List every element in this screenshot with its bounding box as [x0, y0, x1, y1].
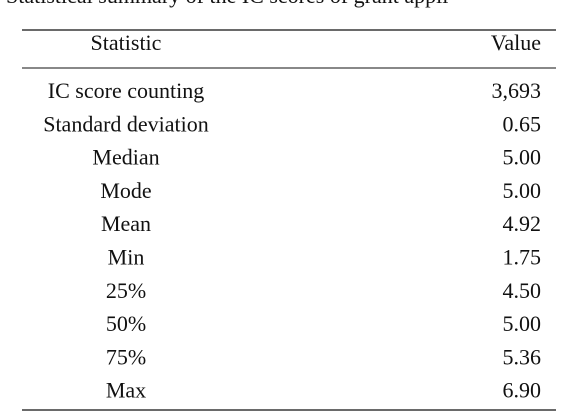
header-cell: Value: [491, 30, 541, 55]
value-cell: 6.90: [503, 378, 542, 403]
value-cell: 3,693: [492, 78, 542, 103]
value-cell: 5.00: [503, 178, 542, 203]
value-cell: 5.00: [503, 145, 542, 170]
value-cell: 5.36: [503, 344, 542, 369]
statistic-cell: 75%: [106, 344, 146, 369]
value-cell: 5.00: [503, 311, 542, 336]
statistic-cell: Median: [92, 145, 159, 170]
statistic-cell: Mean: [101, 211, 151, 236]
value-cell: 4.50: [503, 278, 542, 303]
statistic-cell: Mode: [100, 178, 151, 203]
caption: Statistical summary of the IC scores of …: [6, 0, 448, 8]
statistic-cell: Min: [108, 245, 145, 270]
value-cell: 4.92: [503, 211, 542, 236]
statistic-cell: IC score counting: [48, 78, 204, 103]
statistic-cell: 25%: [106, 278, 146, 303]
header-cell: Statistic: [91, 30, 162, 55]
statistic-cell: Max: [106, 378, 146, 403]
statistic-cell: Standard deviation: [43, 111, 209, 136]
statistic-cell: 50%: [106, 311, 146, 336]
value-cell: 1.75: [503, 245, 542, 270]
value-cell: 0.65: [503, 111, 542, 136]
